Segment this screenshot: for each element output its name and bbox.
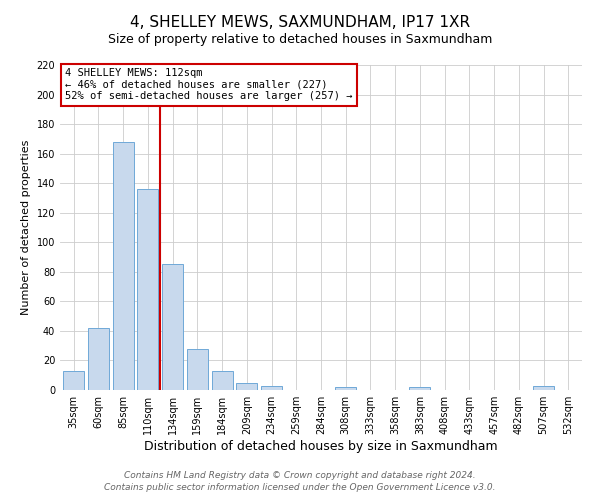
Bar [236, 382, 257, 390]
Text: 4, SHELLEY MEWS, SAXMUNDHAM, IP17 1XR: 4, SHELLEY MEWS, SAXMUNDHAM, IP17 1XR [130, 15, 470, 30]
Bar [137, 189, 158, 390]
Bar [261, 386, 282, 390]
Bar [63, 371, 84, 390]
Bar [212, 371, 233, 390]
Bar [335, 387, 356, 390]
Text: Contains HM Land Registry data © Crown copyright and database right 2024.
Contai: Contains HM Land Registry data © Crown c… [104, 471, 496, 492]
Text: Size of property relative to detached houses in Saxmundham: Size of property relative to detached ho… [108, 34, 492, 46]
X-axis label: Distribution of detached houses by size in Saxmundham: Distribution of detached houses by size … [144, 440, 498, 453]
Bar [533, 386, 554, 390]
Bar [409, 387, 430, 390]
Y-axis label: Number of detached properties: Number of detached properties [21, 140, 31, 315]
Bar [88, 328, 109, 390]
Bar [113, 142, 134, 390]
Bar [162, 264, 183, 390]
Bar [187, 348, 208, 390]
Text: 4 SHELLEY MEWS: 112sqm
← 46% of detached houses are smaller (227)
52% of semi-de: 4 SHELLEY MEWS: 112sqm ← 46% of detached… [65, 68, 353, 102]
